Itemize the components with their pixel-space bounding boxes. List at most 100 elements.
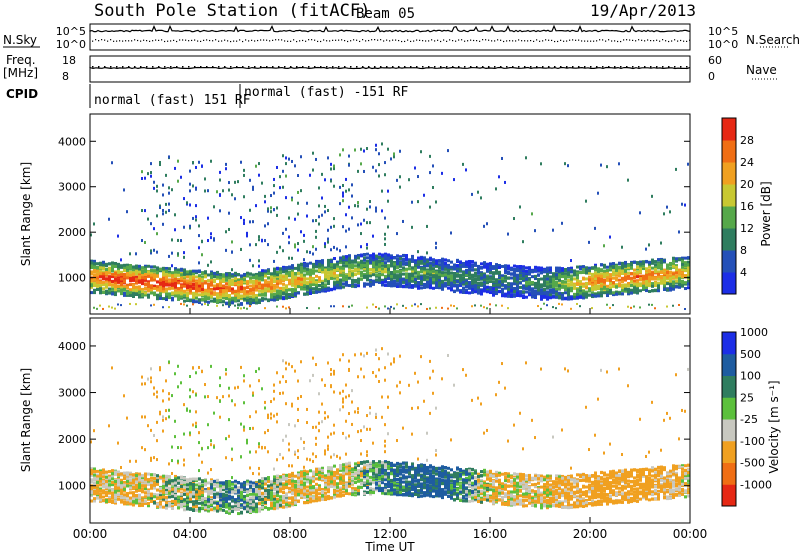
nsearch-dot — [92, 40, 94, 42]
nave-dot — [638, 66, 640, 68]
power-cell — [129, 293, 132, 297]
power-cell — [279, 175, 281, 179]
power-cell — [432, 164, 434, 168]
power-cell — [141, 239, 143, 243]
power-cell — [462, 273, 465, 277]
nsearch-dot — [596, 40, 598, 42]
power-cell — [279, 277, 282, 281]
power-cell — [441, 279, 444, 283]
power-cell — [393, 307, 395, 310]
power-cell — [150, 276, 153, 280]
power-cell — [483, 278, 486, 282]
power-cell — [333, 266, 336, 270]
power-cell — [573, 295, 576, 299]
power-cell — [153, 286, 156, 290]
power-cell — [483, 261, 486, 265]
power-cell — [348, 265, 351, 269]
nsearch-dot — [224, 39, 226, 41]
power-cell — [456, 307, 458, 310]
power-cell — [456, 288, 459, 292]
power-cell — [429, 307, 431, 310]
nsearch-dot — [431, 39, 433, 41]
power-cell — [633, 260, 636, 264]
power-cell — [285, 292, 288, 296]
nsearch-tick-low: 10^0 — [708, 38, 738, 51]
power-cell — [315, 269, 318, 273]
power-cell — [339, 283, 342, 287]
power-cell — [594, 226, 596, 230]
power-cell — [378, 307, 380, 310]
power-cell — [258, 281, 261, 285]
power-cell — [549, 268, 552, 272]
power-cell — [303, 287, 306, 291]
power-cell — [522, 286, 525, 290]
power-cell — [249, 278, 252, 282]
power-cell — [198, 274, 201, 278]
power-cell — [435, 285, 438, 289]
power-cell — [141, 290, 144, 294]
power-cell — [228, 188, 230, 192]
power-cell — [480, 281, 483, 285]
power-cell — [600, 277, 603, 281]
power-cell — [162, 276, 165, 280]
nsearch-dot — [272, 39, 274, 41]
nsearch-dot — [215, 39, 217, 41]
power-cell — [519, 290, 522, 294]
power-cell — [339, 256, 342, 260]
power-cell — [501, 280, 504, 284]
power-cell — [411, 254, 414, 258]
power-cell — [204, 302, 206, 305]
power-cell — [618, 261, 621, 265]
power-cell — [108, 262, 111, 266]
power-cell — [441, 287, 444, 291]
power-cell — [630, 289, 633, 293]
power-cell — [477, 291, 480, 295]
power-cell — [387, 276, 390, 280]
power-cell — [585, 269, 588, 273]
power-cell — [639, 274, 642, 278]
power-cell — [354, 148, 356, 152]
power-cell — [108, 268, 111, 272]
power-cell — [564, 285, 567, 289]
power-cell — [369, 282, 372, 286]
power-cell — [312, 264, 315, 268]
power-cell — [558, 275, 561, 279]
power-cell — [354, 283, 357, 287]
power-cell — [342, 148, 344, 152]
nsearch-dot — [209, 39, 211, 42]
power-cell — [381, 209, 383, 213]
nsearch-dot — [383, 40, 385, 42]
power-cell — [486, 265, 489, 269]
beam-label: Beam 05 — [356, 6, 415, 22]
power-cell — [417, 265, 420, 269]
power-cell — [192, 291, 195, 295]
power-cell — [225, 275, 228, 279]
power-cell — [252, 279, 255, 283]
power-cell — [375, 209, 377, 213]
power-cell — [231, 274, 234, 278]
power-cell — [618, 291, 621, 295]
power-cell — [519, 285, 522, 289]
power-cell — [537, 268, 540, 272]
power-cell — [348, 263, 351, 267]
power-cell — [129, 270, 132, 274]
power-cell — [342, 277, 345, 281]
power-cell — [612, 262, 615, 266]
power-cell — [468, 281, 471, 285]
power-cell — [600, 291, 603, 295]
power-cell — [531, 275, 534, 279]
nsearch-dot — [119, 40, 121, 42]
power-cell — [330, 272, 333, 276]
power-cell — [180, 295, 183, 299]
power-cell — [126, 271, 129, 275]
power-cell — [555, 287, 558, 291]
power-cell — [225, 291, 228, 295]
power-cell — [519, 269, 522, 273]
power-cell — [324, 204, 326, 208]
power-cell — [477, 285, 480, 289]
power-cell — [246, 296, 249, 300]
power-cell — [387, 264, 390, 268]
power-cell — [144, 283, 147, 287]
power-cell — [648, 284, 651, 288]
nsearch-dot — [257, 39, 259, 42]
